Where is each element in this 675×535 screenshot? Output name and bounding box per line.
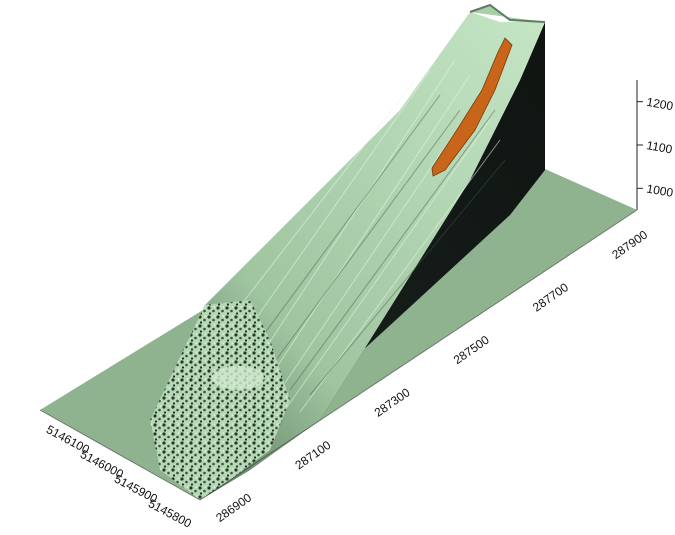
- terrain-flow-lines: [209, 59, 501, 413]
- z-tick-label: 1000: [645, 182, 674, 200]
- terrain-clearing: [212, 366, 264, 390]
- terrain-ridge: [469, 3, 546, 23]
- y-axis-line: [39, 409, 201, 501]
- x-tick-label: 286900: [213, 490, 254, 525]
- highlight-zone: [431, 37, 513, 177]
- terrain-shadow-lines: [244, 94, 506, 396]
- z-tick-label: 1200: [645, 95, 674, 113]
- terrain-surface: [150, 3, 546, 500]
- x-tick-label: 287300: [372, 385, 413, 420]
- x-tick-label: 287100: [292, 438, 333, 473]
- x-axis-line: [199, 209, 638, 501]
- z-axis: 1000 1100 1200: [636, 80, 675, 210]
- terrain-rough-zone: [150, 300, 290, 500]
- z-tick-label: 1100: [645, 138, 673, 156]
- z-axis-ticks: 1000 1100 1200: [637, 95, 675, 200]
- x-tick-label: 287700: [530, 280, 571, 315]
- x-tick-label: 287500: [451, 333, 492, 368]
- x-tick-label: 287900: [609, 227, 650, 262]
